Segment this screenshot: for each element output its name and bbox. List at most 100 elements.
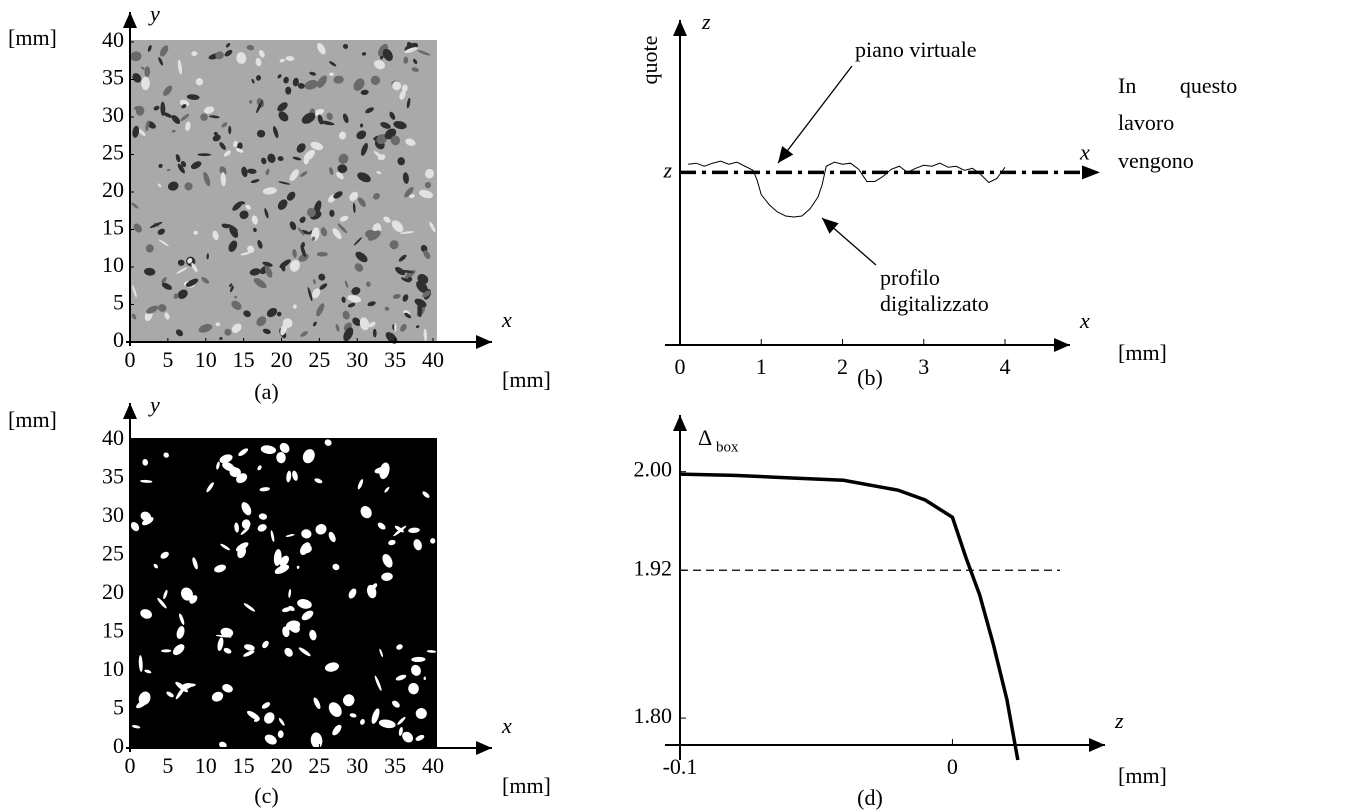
texture-spot [219,741,227,749]
texture-spot [203,171,211,187]
texture-spot [404,312,412,319]
annotation: profilo [880,265,940,290]
x-tick-label: -0.1 [663,754,698,779]
texture-spot [389,111,396,120]
texture-spot [301,610,314,621]
texture-spot [243,310,251,318]
texture-spot [221,122,228,128]
texture-spot [161,277,167,284]
texture-spot [326,112,333,121]
texture-spot [337,223,348,234]
y-tick-label: 35 [102,464,124,489]
texture-spot [164,312,170,320]
texture-spot [278,111,289,122]
texture-spot [191,51,198,57]
texture-spot [314,478,323,484]
texture-spot [391,220,404,233]
y-axis-head [123,12,137,28]
texture-spot [297,227,305,236]
texture-spot [312,288,321,299]
texture-spot [277,156,284,162]
texture-spot [219,454,233,464]
texture-spot [401,277,411,283]
x-tick-label: 0 [675,354,686,379]
texture-spot [392,81,402,91]
texture-spot [238,448,249,457]
texture-spot [301,112,316,124]
texture-spot [166,691,174,698]
texture-spot [256,316,267,327]
texture-spot [324,439,332,446]
texture-spot [273,549,282,566]
texture-spot [389,240,399,250]
texture-spot [360,123,364,128]
texture-spot [385,332,398,344]
surface-image [130,438,437,748]
texture-spot [260,445,277,454]
texture-spot [317,42,326,55]
x-axis-head [476,741,492,755]
texture-spot [198,324,213,333]
texture-spot [236,473,248,484]
x-tick-label: 10 [195,347,217,372]
texture-spot [423,250,431,260]
texture-spot [247,245,255,253]
texture-spot [333,75,344,84]
texture-spot [393,120,407,130]
texture-spot [285,534,295,537]
texture-spot [361,142,368,156]
texture-spot [176,626,185,639]
texture-spot [347,295,362,303]
virtual-plane-head [1082,165,1100,180]
x-tick-label: 5 [162,753,173,778]
texture-spot [408,527,420,533]
x-unit: [mm] [1118,763,1167,788]
y-tick-label: 5 [113,290,124,315]
texture-spot [336,172,344,180]
texture-spot [141,66,145,70]
texture-spot [195,78,204,86]
texture-spot [234,522,239,533]
texture-spot [215,322,221,327]
texture-spot [338,153,349,164]
y-tick-label: 25 [102,541,124,566]
texture-spot [382,48,393,62]
texture-spot [352,317,361,326]
texture-spot [337,164,348,173]
texture-spot [255,57,262,67]
texture-spot [140,479,153,483]
texture-spot [243,603,256,612]
texture-spot [318,273,326,281]
texture-spot [292,304,297,309]
texture-spot [179,613,185,625]
texture-spot [179,99,190,107]
x-axis-head [1054,338,1070,352]
x-tick-label: 0 [947,754,958,779]
texture-spot [281,607,292,613]
texture-spot [175,329,184,337]
texture-spot [415,734,425,741]
texture-spot [219,142,226,150]
x-tick-label: 40 [422,347,444,372]
texture-spot [292,77,299,87]
texture-spot [425,168,434,179]
texture-spot [257,465,262,471]
annotation: piano virtuale [855,37,977,62]
texture-spot [430,538,436,544]
texture-spot [212,230,219,241]
texture-spot [163,85,173,96]
x-tick-label: 0 [125,347,136,372]
texture-spot [184,182,193,191]
texture-spot [171,129,176,133]
texture-spot [241,519,251,529]
annotation: digitalizzato [880,291,989,316]
texture-spot [153,563,158,569]
x-axis-head [476,335,492,349]
texture-spot [357,479,364,490]
plane-label: x [1079,139,1090,164]
texture-spot [214,564,227,573]
texture-spot [246,44,255,51]
texture-spot [423,676,426,681]
texture-spot [277,102,288,112]
y-tick-label: 20 [102,177,124,202]
